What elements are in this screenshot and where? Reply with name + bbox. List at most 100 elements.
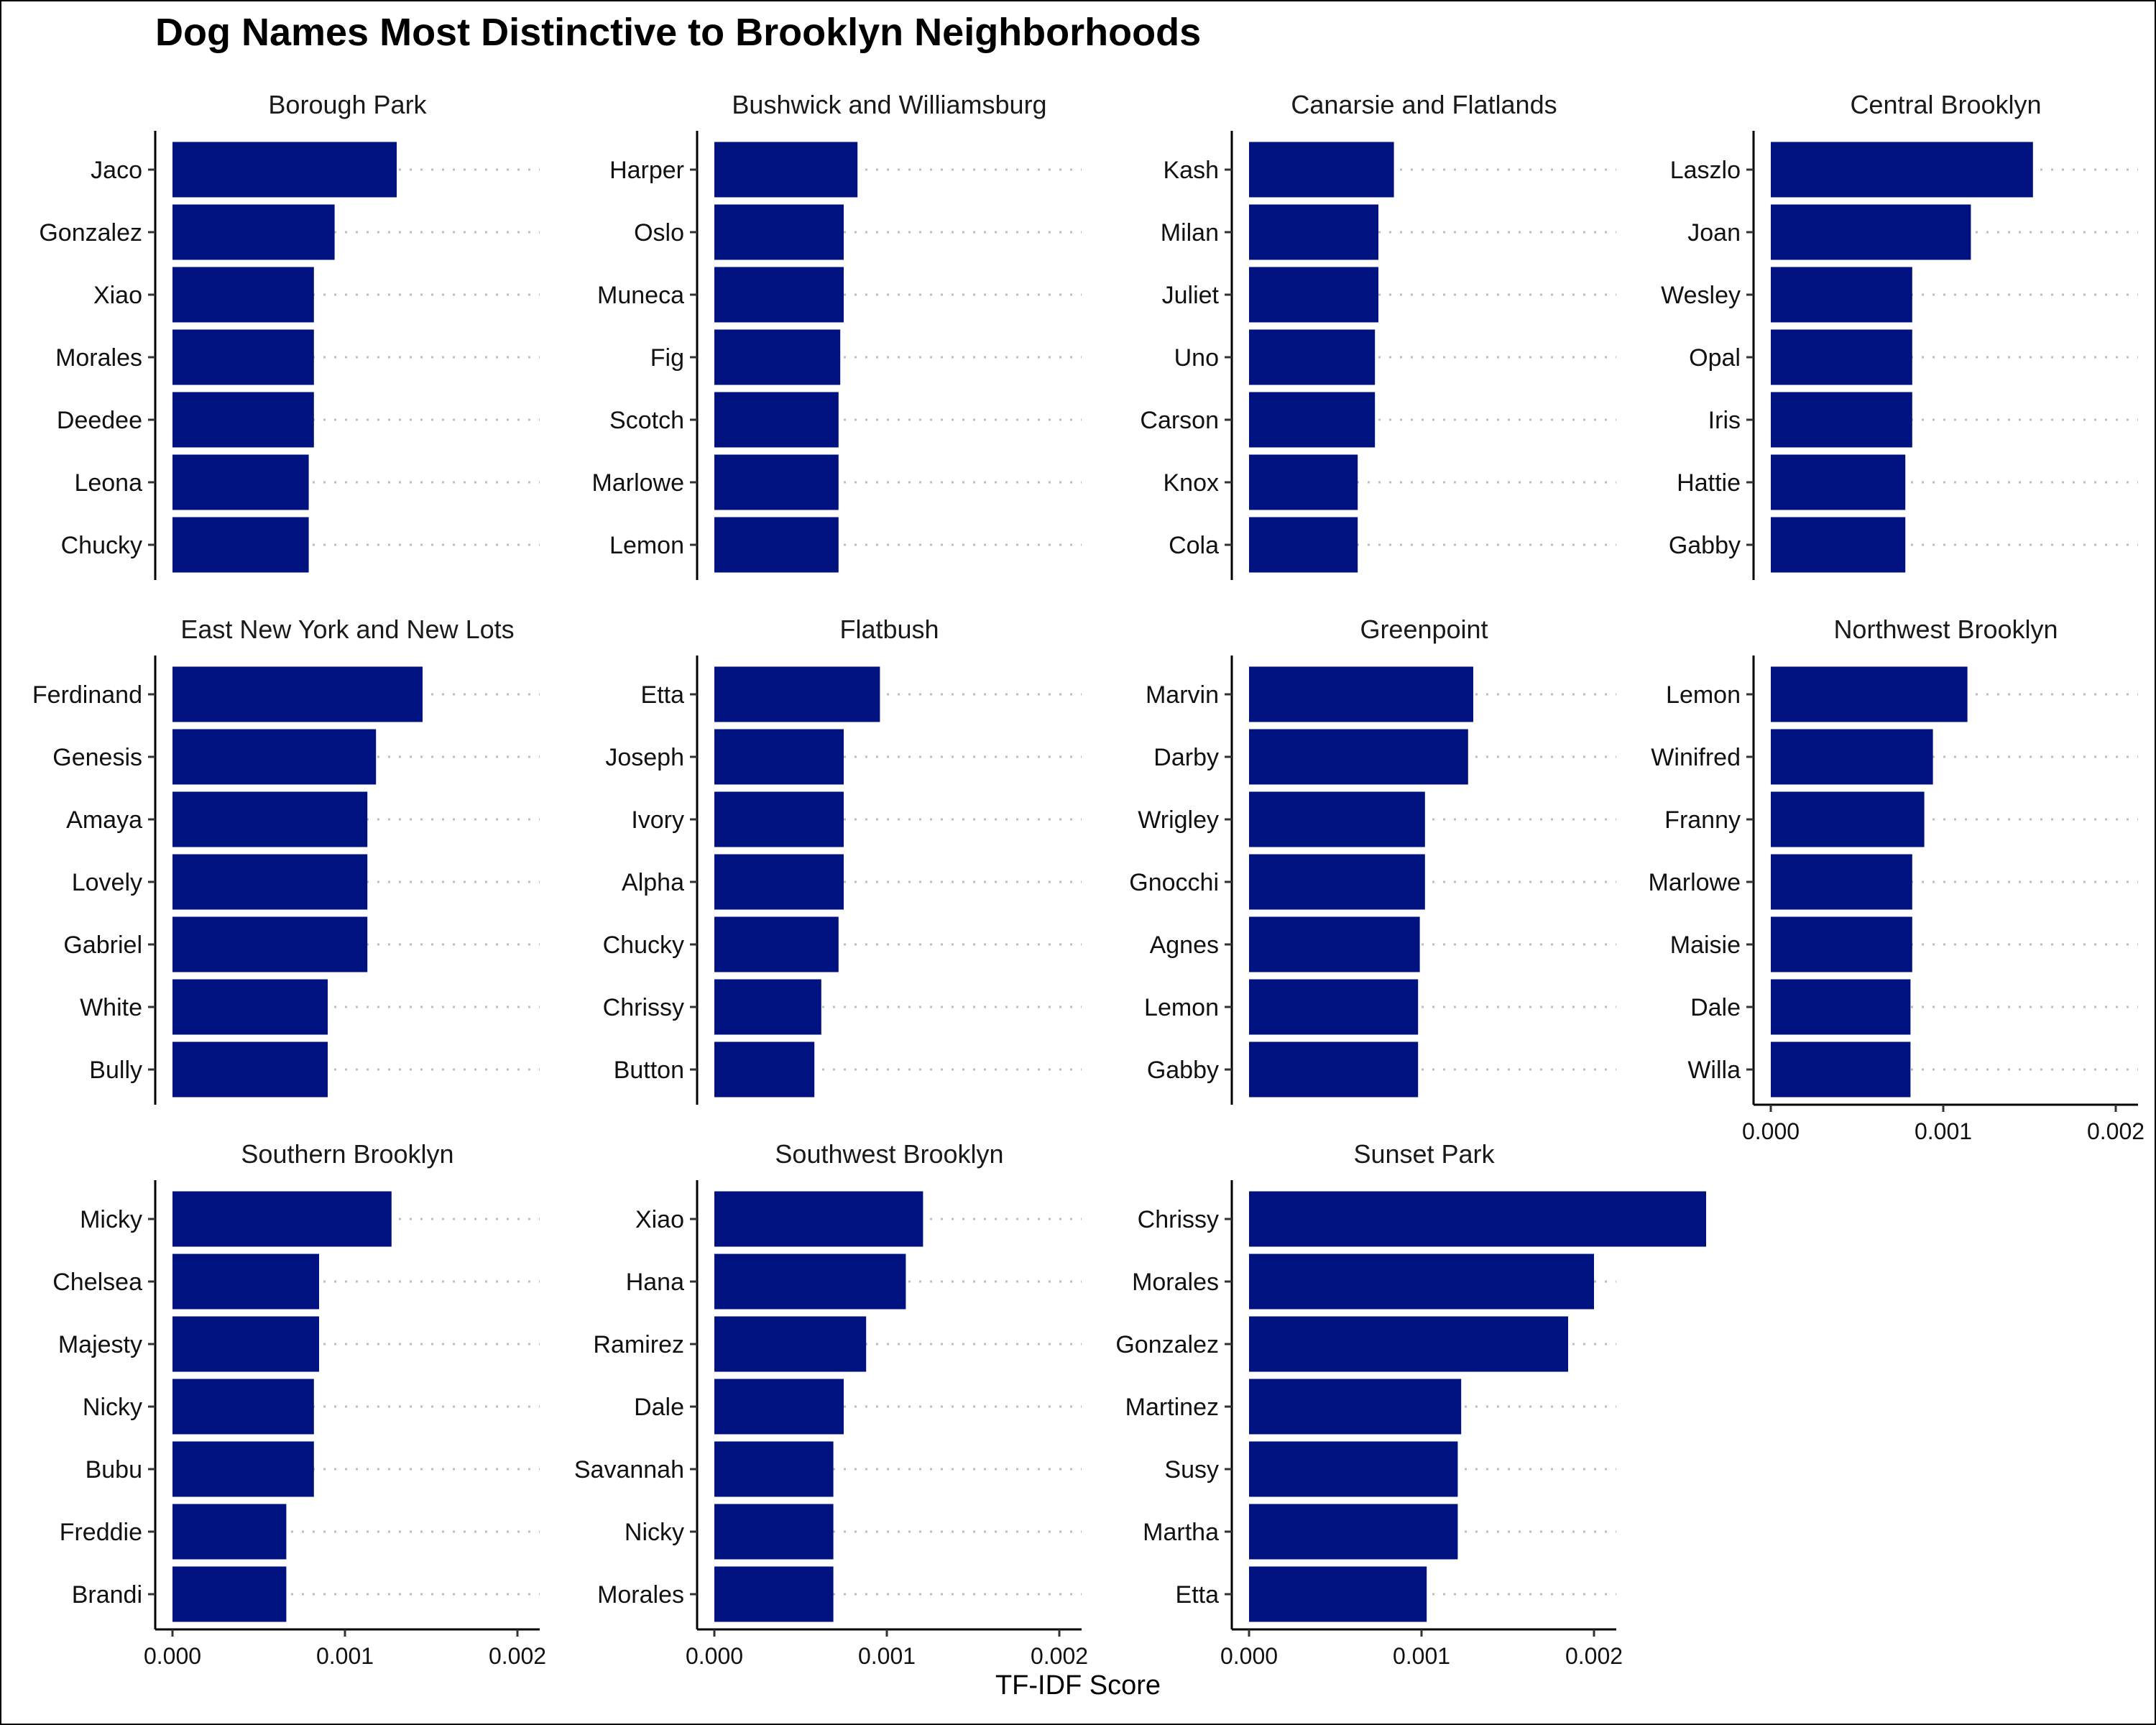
- x-tick-label: 0.000: [1220, 1643, 1278, 1669]
- bar: [714, 1566, 834, 1622]
- y-tick-label: Opal: [1689, 344, 1741, 372]
- y-tick-label: Marlowe: [592, 469, 684, 497]
- y-tick-label: Freddie: [60, 1519, 142, 1546]
- bar: [172, 517, 309, 573]
- bar: [172, 1191, 392, 1247]
- bar: [172, 454, 309, 510]
- y-tick-label: Marlowe: [1649, 869, 1741, 896]
- bar: [714, 454, 839, 510]
- bar: [172, 142, 397, 198]
- y-tick-label: Brandi: [72, 1581, 142, 1609]
- bar: [1249, 204, 1378, 260]
- bar: [1249, 1441, 1458, 1497]
- bar: [1249, 979, 1419, 1035]
- y-tick-label: Dale: [1690, 994, 1741, 1021]
- y-tick-label: Darby: [1153, 744, 1219, 771]
- y-tick-label: Kash: [1164, 157, 1220, 184]
- bar: [172, 1041, 328, 1098]
- bar: [714, 142, 858, 198]
- x-axis-title: TF-IDF Score: [995, 1670, 1161, 1701]
- y-tick-label: Gabby: [1147, 1057, 1219, 1084]
- bar: [1249, 454, 1358, 510]
- bar: [1249, 392, 1376, 448]
- bar: [714, 517, 839, 573]
- bar: [172, 392, 314, 448]
- y-tick-label: Lemon: [1666, 681, 1741, 709]
- y-tick-label: Jaco: [91, 157, 142, 184]
- bar: [714, 1504, 834, 1560]
- y-tick-label: Gonzalez: [39, 219, 142, 247]
- bar: [714, 666, 880, 722]
- bar: [1249, 729, 1468, 785]
- y-tick-label: Dale: [634, 1394, 684, 1421]
- bar: [714, 329, 841, 385]
- bar: [1249, 854, 1425, 910]
- y-tick-label: Hattie: [1677, 469, 1741, 497]
- bar: [1771, 854, 1912, 910]
- bar: [1771, 267, 1912, 323]
- bar: [172, 854, 368, 910]
- y-tick-label: Alpha: [622, 869, 684, 896]
- bar: [714, 1254, 906, 1310]
- y-tick-label: White: [80, 994, 142, 1021]
- y-tick-label: Winifred: [1651, 744, 1741, 771]
- bar: [1249, 267, 1378, 323]
- y-tick-label: Wrigley: [1138, 806, 1219, 834]
- bar: [714, 1441, 834, 1497]
- y-tick-label: Willa: [1687, 1057, 1741, 1084]
- y-tick-label: Carson: [1140, 407, 1219, 434]
- facet-title: Canarsie and Flatlands: [1291, 90, 1557, 119]
- x-tick-label: 0.002: [1031, 1643, 1088, 1669]
- bar: [1771, 454, 1906, 510]
- bar: [714, 392, 839, 448]
- y-tick-label: Iris: [1708, 407, 1741, 434]
- bar: [172, 729, 377, 785]
- facet-title: Central Brooklyn: [1850, 90, 2041, 119]
- x-tick-label: 0.001: [858, 1643, 916, 1669]
- bar: [1249, 142, 1394, 198]
- bar: [1249, 1191, 1706, 1247]
- y-tick-label: Muneca: [597, 282, 684, 309]
- x-tick-label: 0.000: [1742, 1118, 1800, 1144]
- y-tick-label: Lemon: [609, 532, 684, 559]
- bar: [172, 1441, 314, 1497]
- y-tick-label: Etta: [1176, 1581, 1220, 1609]
- bar: [714, 1316, 867, 1372]
- bar: [714, 791, 844, 847]
- bar: [172, 1379, 314, 1435]
- y-tick-label: Milan: [1161, 219, 1219, 247]
- y-tick-label: Xiao: [93, 282, 142, 309]
- y-tick-label: Majesty: [58, 1331, 142, 1358]
- y-tick-label: Xiao: [635, 1206, 684, 1233]
- facet-title: Northwest Brooklyn: [1833, 615, 2058, 644]
- bar: [1771, 392, 1912, 448]
- bar: [1771, 916, 1912, 972]
- y-tick-label: Chucky: [603, 932, 684, 959]
- y-tick-label: Joan: [1687, 219, 1741, 247]
- y-tick-label: Chelsea: [52, 1269, 142, 1296]
- bar: [714, 204, 844, 260]
- bar: [1771, 142, 2033, 198]
- bar: [714, 1379, 844, 1435]
- bar: [1771, 204, 1971, 260]
- y-tick-label: Maisie: [1670, 932, 1741, 959]
- facet-title: Greenpoint: [1360, 615, 1488, 644]
- x-tick-label: 0.000: [144, 1643, 201, 1669]
- y-tick-label: Uno: [1174, 344, 1219, 372]
- bar: [1771, 517, 1906, 573]
- y-tick-label: Joseph: [605, 744, 684, 771]
- y-tick-label: Knox: [1164, 469, 1220, 497]
- bar: [1249, 916, 1420, 972]
- y-tick-label: Lemon: [1144, 994, 1219, 1021]
- y-tick-label: Savannah: [574, 1456, 684, 1484]
- bar: [1249, 791, 1425, 847]
- facet-title: East New York and New Lots: [180, 615, 514, 644]
- bar: [172, 1316, 319, 1372]
- bar: [714, 854, 844, 910]
- y-tick-label: Susy: [1164, 1456, 1219, 1484]
- bar: [172, 1504, 287, 1560]
- y-tick-label: Gnocchi: [1129, 869, 1219, 896]
- y-tick-label: Ferdinand: [32, 681, 142, 709]
- y-tick-label: Marvin: [1146, 681, 1219, 709]
- bar: [172, 1254, 319, 1310]
